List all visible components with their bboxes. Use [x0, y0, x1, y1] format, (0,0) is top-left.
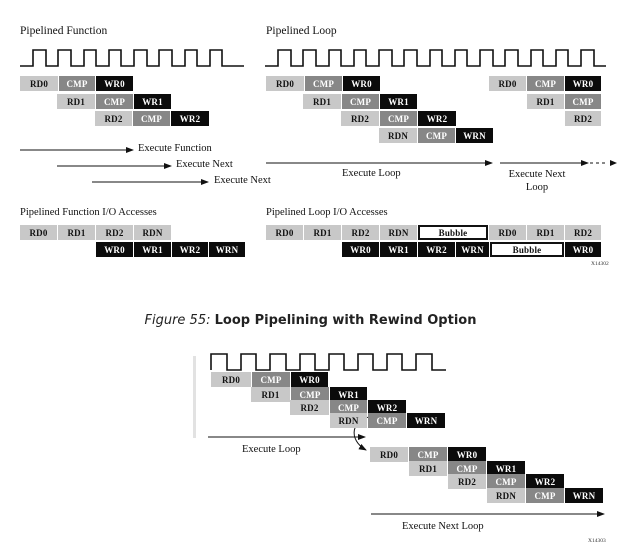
op-wr0: WR0: [343, 76, 380, 91]
execute-next-label: Execute Next: [214, 175, 271, 186]
io-read: RD1: [304, 225, 341, 240]
io-write: WR0: [96, 242, 133, 257]
figure-id-tag: X14303: [588, 538, 606, 544]
op-cmp: CMP: [291, 387, 329, 402]
op-rd1: RD1: [527, 94, 564, 109]
op-wr1: WR1: [330, 387, 367, 402]
op-wr2: WR2: [526, 474, 564, 489]
execute-function-label: Execute Function: [138, 143, 212, 154]
op-rd1: RD1: [409, 461, 447, 476]
io-read: RD2: [96, 225, 133, 240]
op-wrn: WRN: [456, 128, 493, 143]
io-read: RD0: [266, 225, 303, 240]
op-cmp: CMP: [487, 474, 525, 489]
clock-signal: [210, 353, 446, 371]
op-cmp: CMP: [409, 447, 447, 462]
op-wr2: WR2: [171, 111, 209, 126]
figure-number: Figure 55:: [144, 313, 211, 328]
op-cmp: CMP: [368, 413, 406, 428]
op-rd1: RD1: [251, 387, 290, 402]
op-cmp: CMP: [305, 76, 342, 91]
op-cmp: CMP: [96, 94, 133, 109]
io-write: WR1: [380, 242, 417, 257]
figure-title: Loop Pipelining with Rewind Option: [214, 313, 477, 328]
io-read: RD2: [342, 225, 379, 240]
io-write: WRN: [456, 242, 489, 257]
loop-io-title: Pipelined Loop I/O Accesses: [266, 207, 388, 218]
op-wr0: WR0: [448, 447, 486, 462]
op-wr0: WR0: [291, 372, 328, 387]
op-rd2: RD2: [565, 111, 601, 126]
execute-next-label: Execute Next: [176, 159, 233, 170]
op-cmp: CMP: [527, 76, 564, 91]
op-rd0: RD0: [489, 76, 526, 91]
pipelined-loop-title: Pipelined Loop: [266, 25, 337, 37]
op-cmp: CMP: [526, 488, 564, 503]
op-wr2: WR2: [368, 400, 406, 415]
io-read: RD0: [20, 225, 57, 240]
op-wr1: WR1: [134, 94, 171, 109]
op-rdn: RDN: [487, 488, 525, 503]
io-bubble: Bubble: [490, 242, 564, 257]
op-cmp: CMP: [342, 94, 379, 109]
op-rd2: RD2: [448, 474, 486, 489]
execute-next-loop-label: Execute Next Loop: [402, 521, 484, 532]
op-rd2: RD2: [341, 111, 379, 126]
op-cmp: CMP: [59, 76, 95, 91]
io-read: RDN: [134, 225, 171, 240]
op-wr1: WR1: [487, 461, 525, 476]
io-read: RD2: [565, 225, 601, 240]
op-wr0: WR0: [96, 76, 133, 91]
pipelined-function-title: Pipelined Function: [20, 25, 108, 37]
io-bubble: Bubble: [418, 225, 488, 240]
op-rdn: RDN: [379, 128, 417, 143]
op-rd1: RD1: [303, 94, 341, 109]
op-rd0: RD0: [211, 372, 251, 387]
function-io-title: Pipelined Function I/O Accesses: [20, 207, 157, 218]
op-wrn: WRN: [565, 488, 603, 503]
execute-next-loop-label: Execute Next Loop: [508, 169, 566, 193]
continuation-arrowhead: [610, 160, 617, 166]
op-rd0: RD0: [266, 76, 304, 91]
op-cmp: CMP: [565, 94, 601, 109]
clock-signal: [265, 49, 606, 67]
io-write: WR0: [342, 242, 379, 257]
clock-signal: [20, 49, 244, 67]
io-write: WR0: [565, 242, 601, 257]
op-cmp: CMP: [448, 461, 486, 476]
io-read: RD0: [489, 225, 526, 240]
io-read: RD1: [58, 225, 95, 240]
op-cmp: CMP: [330, 400, 367, 415]
io-write: WRN: [209, 242, 245, 257]
io-read: RD1: [527, 225, 564, 240]
op-cmp: CMP: [252, 372, 290, 387]
op-rdn: RDN: [330, 413, 367, 428]
execute-loop-label: Execute Loop: [242, 444, 301, 455]
margin-strip: [193, 356, 196, 438]
op-wr1: WR1: [380, 94, 417, 109]
op-rd2: RD2: [95, 111, 132, 126]
io-write: WR1: [134, 242, 171, 257]
op-rd0: RD0: [370, 447, 408, 462]
io-write: WR2: [172, 242, 208, 257]
io-write: WR2: [418, 242, 455, 257]
op-rd0: RD0: [20, 76, 58, 91]
op-wr0: WR0: [565, 76, 601, 91]
op-wr2: WR2: [418, 111, 456, 126]
figure-caption: Figure 55: Loop Pipelining with Rewind O…: [0, 313, 621, 328]
op-cmp: CMP: [380, 111, 417, 126]
op-cmp: CMP: [418, 128, 455, 143]
op-cmp: CMP: [133, 111, 170, 126]
op-rd2: RD2: [290, 400, 329, 415]
figure-id-tag: X14302: [591, 261, 609, 267]
op-wrn: WRN: [407, 413, 445, 428]
execute-loop-label: Execute Loop: [342, 168, 401, 179]
io-read: RDN: [380, 225, 417, 240]
op-rd1: RD1: [57, 94, 95, 109]
